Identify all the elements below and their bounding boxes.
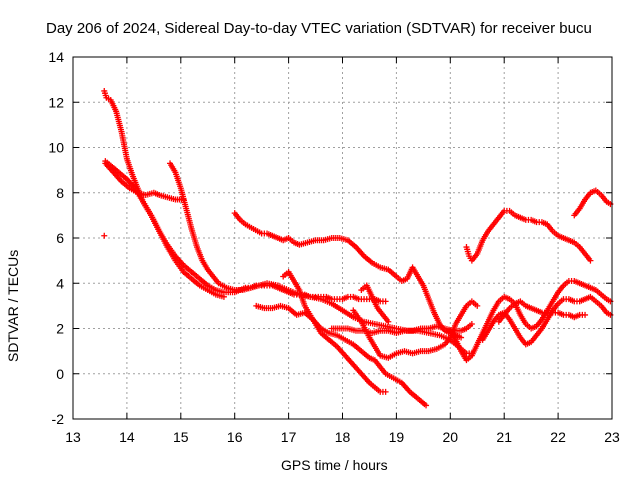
x-tick-label: 20	[443, 429, 459, 445]
y-tick-label: 6	[56, 230, 64, 246]
data-point	[587, 257, 594, 264]
x-tick-label: 18	[335, 429, 351, 445]
data-point	[468, 320, 475, 327]
series-arc-14	[479, 293, 614, 348]
series-arc-13	[447, 277, 614, 364]
series-arc-12	[571, 187, 614, 219]
data-point	[220, 293, 227, 300]
data-point	[423, 402, 430, 409]
x-tick-label: 17	[281, 429, 297, 445]
x-tick-label: 16	[227, 429, 243, 445]
series-arc-16	[101, 232, 108, 239]
data-point	[474, 302, 481, 309]
x-axis-label: GPS time / hours	[281, 457, 388, 473]
data-point	[382, 388, 389, 395]
y-tick-label: 4	[56, 275, 64, 291]
series-arc-5	[231, 210, 465, 341]
y-tick-label: 2	[56, 321, 64, 337]
x-tick-label: 22	[550, 429, 566, 445]
series-arc-7	[280, 268, 430, 409]
y-tick-label: 14	[48, 49, 64, 65]
plot-frame	[72, 56, 613, 420]
data-point	[582, 311, 589, 318]
y-tick-label: 8	[56, 185, 64, 201]
tick-labels: 13 14 15 16 17 18 19 20 21 22 23 -2 0 2 4 6 8 10 12 14	[48, 49, 620, 445]
series-arc-9	[350, 298, 481, 361]
x-tick-label: 13	[65, 429, 81, 445]
series-arc-10	[358, 282, 392, 325]
y-tick-label: 12	[48, 94, 64, 110]
series-arc-3	[102, 160, 187, 203]
x-tick-label: 15	[173, 429, 189, 445]
data-point	[382, 298, 389, 305]
chart-title: Day 206 of 2024, Sidereal Day-to-day VTE…	[46, 20, 592, 37]
x-tick-label: 21	[496, 429, 512, 445]
series-arc-6	[253, 302, 389, 395]
series-arc-15	[495, 298, 589, 325]
y-tick-label: 10	[48, 140, 64, 156]
y-tick-label: -2	[52, 411, 65, 427]
data-point	[101, 232, 108, 239]
x-tick-label: 14	[119, 429, 135, 445]
x-tick-label: 19	[389, 429, 405, 445]
y-tick-label: 0	[56, 366, 64, 382]
grid-lines	[73, 57, 612, 419]
data-markers	[101, 87, 614, 409]
series-arc-11	[463, 207, 594, 264]
data-point	[385, 318, 392, 325]
data-point	[458, 334, 465, 341]
x-tick-label: 23	[604, 429, 620, 445]
